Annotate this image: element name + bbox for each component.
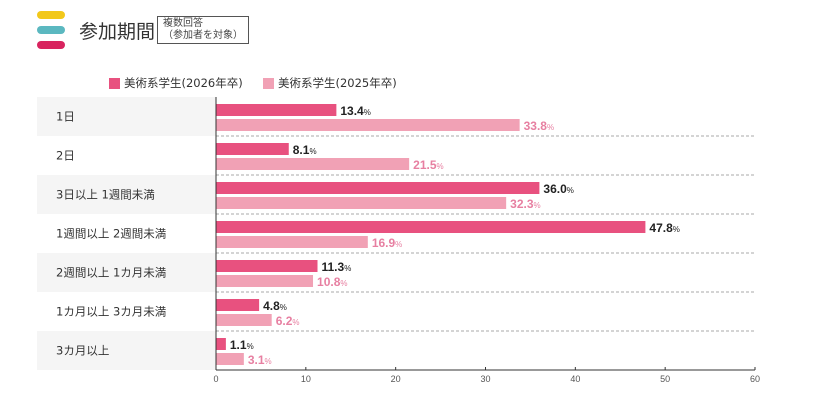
category-label: 1カ月以上 3カ月未満: [56, 305, 166, 319]
bar-2025: [216, 236, 368, 248]
category-label: 2週間以上 1カ月未満: [56, 266, 166, 280]
row-background: [37, 253, 216, 292]
logo-bar-yellow: [37, 11, 65, 19]
bar-2025: [216, 158, 410, 170]
x-tick-label: 40: [570, 374, 580, 384]
bar-2026: [216, 338, 226, 350]
legend-item-2026: 美術系学生(2026年卒): [109, 75, 243, 91]
category-label: 2日: [56, 149, 75, 163]
data-label: 33.8%: [524, 119, 554, 133]
bar-2026: [216, 260, 318, 272]
legend-label-2025: 美術系学生(2025年卒): [278, 76, 397, 90]
x-tick-label: 20: [391, 374, 401, 384]
category-label: 1週間以上 2週間未満: [56, 227, 166, 241]
x-tick-label: 10: [301, 374, 311, 384]
bar-2026: [216, 143, 289, 155]
data-label: 3.1%: [248, 353, 272, 367]
x-tick-label: 50: [660, 374, 670, 384]
x-tick-label: 60: [750, 374, 760, 384]
bar-2025: [216, 197, 507, 209]
legend-label-2026: 美術系学生(2026年卒): [124, 76, 243, 90]
data-label: 36.0%: [543, 182, 573, 196]
note-line-2: （参加者を対象）: [163, 30, 243, 41]
data-label: 21.5%: [413, 158, 443, 172]
note-box: 複数回答 （参加者を対象）: [157, 16, 249, 44]
data-label: 47.8%: [649, 221, 679, 235]
bar-2026: [216, 104, 337, 116]
category-label: 1日: [56, 110, 75, 124]
row-background: [37, 97, 216, 136]
bar-2025: [216, 314, 272, 326]
data-label: 10.8%: [317, 275, 347, 289]
category-label: 3日以上 1週間未満: [56, 188, 155, 202]
data-label: 32.3%: [510, 197, 540, 211]
bar-2025: [216, 275, 314, 287]
page-title: 参加期間: [79, 21, 156, 43]
data-label: 4.8%: [263, 299, 287, 313]
legend-swatch-2025: [263, 77, 274, 89]
note-line-1: 複数回答: [163, 18, 203, 29]
row-background: [37, 175, 216, 214]
data-label: 1.1%: [230, 338, 254, 352]
x-tick-label: 30: [480, 374, 490, 384]
data-label: 13.4%: [340, 104, 370, 118]
bar-2026: [216, 182, 540, 194]
row-background: [37, 331, 216, 370]
bar-2026: [216, 221, 646, 233]
legend-item-2025: 美術系学生(2025年卒): [263, 75, 397, 91]
bar-2025: [216, 119, 520, 131]
data-label: 11.3%: [322, 260, 352, 274]
category-label: 3カ月以上: [56, 344, 109, 358]
logo-bar-crimson: [37, 41, 65, 49]
legend-swatch-2026: [109, 77, 120, 89]
logo-bar-teal: [37, 26, 65, 34]
data-label: 6.2%: [276, 314, 300, 328]
data-label: 16.9%: [372, 236, 402, 250]
bar-2025: [216, 353, 244, 365]
x-tick-label: 0: [213, 374, 218, 384]
data-label: 8.1%: [293, 143, 317, 157]
bar-2026: [216, 299, 260, 311]
